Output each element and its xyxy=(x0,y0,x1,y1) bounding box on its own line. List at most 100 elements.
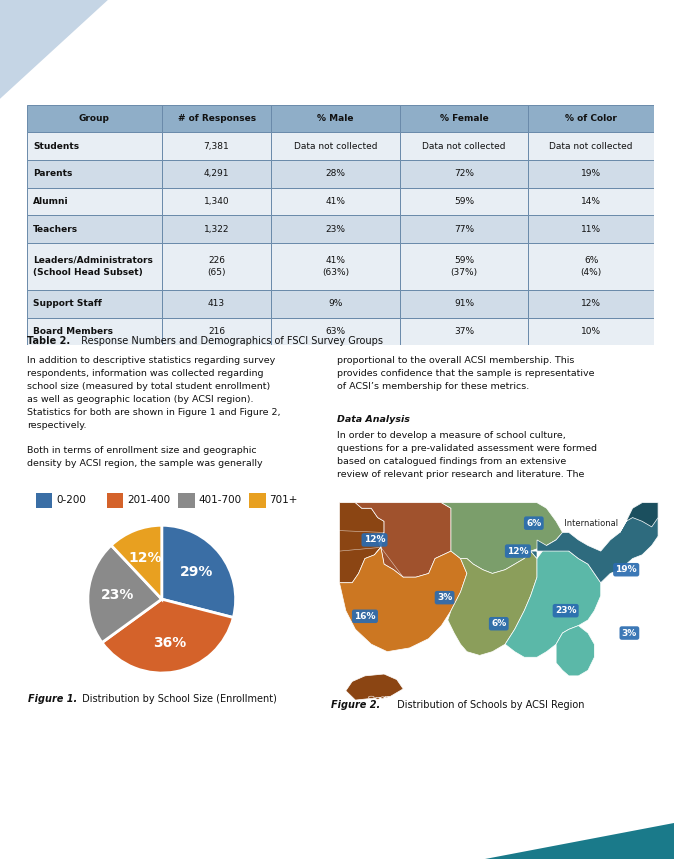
Text: 77%: 77% xyxy=(454,225,474,234)
Polygon shape xyxy=(441,503,563,574)
Text: 12%: 12% xyxy=(364,535,386,545)
Bar xyxy=(400,105,528,132)
Text: 14%: 14% xyxy=(581,197,601,206)
Text: Data not collected: Data not collected xyxy=(549,142,633,151)
Wedge shape xyxy=(102,600,233,673)
Text: 63%: 63% xyxy=(326,327,346,336)
Text: Table 2.: Table 2. xyxy=(27,336,70,346)
Text: 41%
(63%): 41% (63%) xyxy=(322,256,349,277)
Bar xyxy=(272,105,400,132)
Bar xyxy=(162,160,272,188)
Text: 59%: 59% xyxy=(454,197,474,206)
Text: 1,322: 1,322 xyxy=(204,225,229,234)
Bar xyxy=(178,493,195,508)
Text: Response Numbers and Demographics of FSCI Survey Groups: Response Numbers and Demographics of FSC… xyxy=(78,336,384,346)
Text: 3%: 3% xyxy=(622,629,637,637)
Text: % Female: % Female xyxy=(440,114,489,123)
Wedge shape xyxy=(88,545,162,643)
Bar xyxy=(272,318,400,345)
Bar xyxy=(528,132,654,160)
Polygon shape xyxy=(530,503,658,582)
Text: % Male: % Male xyxy=(317,114,354,123)
Text: 3%: 3% xyxy=(437,594,452,602)
Wedge shape xyxy=(111,525,162,600)
Wedge shape xyxy=(162,525,236,618)
Text: Distribution by School Size (Enrollment): Distribution by School Size (Enrollment) xyxy=(79,694,276,704)
Polygon shape xyxy=(340,547,467,652)
Bar xyxy=(528,318,654,345)
Bar xyxy=(162,243,272,290)
Bar xyxy=(400,290,528,318)
Bar xyxy=(528,216,654,243)
Bar xyxy=(400,188,528,216)
Bar xyxy=(528,105,654,132)
Text: Support Staff: Support Staff xyxy=(33,299,102,308)
Bar xyxy=(400,160,528,188)
Text: # of Responses: # of Responses xyxy=(177,114,255,123)
Bar xyxy=(528,243,654,290)
Bar xyxy=(272,188,400,216)
Text: 23%: 23% xyxy=(555,606,576,615)
Text: Leaders/Administrators
(School Head Subset): Leaders/Administrators (School Head Subs… xyxy=(33,256,153,277)
Polygon shape xyxy=(556,625,594,676)
Text: Data Analysis: Data Analysis xyxy=(337,415,410,424)
Bar xyxy=(162,105,272,132)
Text: 36%: 36% xyxy=(154,636,187,649)
Text: Distribution of Schools by ACSI Region: Distribution of Schools by ACSI Region xyxy=(394,700,584,710)
Text: 41%: 41% xyxy=(326,197,346,206)
Text: 1,340: 1,340 xyxy=(204,197,229,206)
Text: 28%: 28% xyxy=(326,169,346,179)
Bar xyxy=(162,318,272,345)
Text: 701+: 701+ xyxy=(270,496,298,505)
Text: 10 | ACSI – FSCI: 10 | ACSI – FSCI xyxy=(20,834,112,848)
Bar xyxy=(249,493,266,508)
Text: 12%: 12% xyxy=(129,551,162,565)
Polygon shape xyxy=(0,0,108,99)
Polygon shape xyxy=(448,551,537,655)
Ellipse shape xyxy=(376,698,379,699)
Text: In addition to descriptive statistics regarding survey
respondents, information : In addition to descriptive statistics re… xyxy=(27,356,280,468)
Bar xyxy=(27,188,162,216)
Text: In order to develop a measure of school culture,
questions for a pre-validated a: In order to develop a measure of school … xyxy=(337,431,597,478)
Text: 91%: 91% xyxy=(454,299,474,308)
Bar xyxy=(272,160,400,188)
Text: % of Color: % of Color xyxy=(565,114,617,123)
Bar xyxy=(400,216,528,243)
Text: Students: Students xyxy=(33,142,80,151)
Text: 413: 413 xyxy=(208,299,225,308)
Polygon shape xyxy=(620,503,658,533)
Polygon shape xyxy=(505,540,601,657)
Text: 0-200: 0-200 xyxy=(56,496,86,505)
Bar xyxy=(27,243,162,290)
Text: 12%: 12% xyxy=(581,299,601,308)
Ellipse shape xyxy=(381,697,384,698)
Text: 6%: 6% xyxy=(526,519,541,527)
Bar xyxy=(400,243,528,290)
Text: Data not collected: Data not collected xyxy=(423,142,506,151)
Text: 401-700: 401-700 xyxy=(198,496,241,505)
Text: 72%: 72% xyxy=(454,169,474,179)
Bar xyxy=(27,216,162,243)
Bar xyxy=(27,318,162,345)
Text: 6%: 6% xyxy=(491,619,506,628)
Text: Figure 2.: Figure 2. xyxy=(330,700,379,710)
Bar xyxy=(272,132,400,160)
Bar xyxy=(36,493,52,508)
Bar xyxy=(27,160,162,188)
Bar xyxy=(272,216,400,243)
Text: 59%
(37%): 59% (37%) xyxy=(451,256,478,277)
Text: 16%: 16% xyxy=(355,612,375,621)
Polygon shape xyxy=(340,503,384,582)
Text: 37%: 37% xyxy=(454,327,474,336)
Bar xyxy=(162,132,272,160)
Text: 11%: 11% xyxy=(581,225,601,234)
Text: 201-400: 201-400 xyxy=(127,496,171,505)
Text: 7,381: 7,381 xyxy=(204,142,229,151)
Bar xyxy=(528,188,654,216)
Text: 23%: 23% xyxy=(326,225,346,234)
Text: 226
(65): 226 (65) xyxy=(208,256,226,277)
Text: Teachers: Teachers xyxy=(33,225,78,234)
Text: Figure 1.: Figure 1. xyxy=(28,694,78,704)
Text: 216: 216 xyxy=(208,327,225,336)
Text: Data not collected: Data not collected xyxy=(294,142,377,151)
